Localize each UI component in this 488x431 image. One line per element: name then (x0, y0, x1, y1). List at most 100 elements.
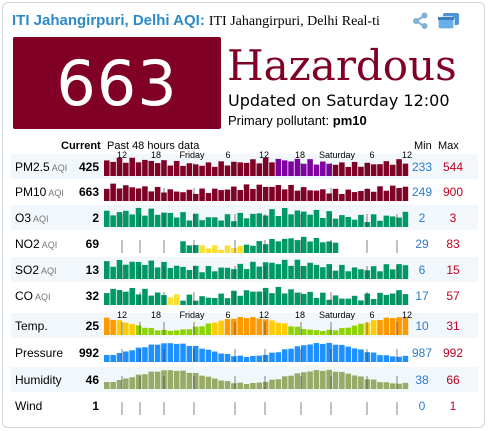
aqi-value-box: 663 (13, 37, 221, 129)
history-bar (389, 293, 396, 305)
row-name: SO2 (15, 263, 40, 277)
history-bar (307, 159, 313, 176)
history-bar (383, 317, 390, 335)
history-bar (148, 191, 155, 201)
history-bar (142, 264, 148, 279)
history-bar (320, 292, 326, 305)
history-bar (243, 357, 250, 362)
history-bar (402, 317, 409, 335)
history-bar (377, 292, 383, 305)
history-bar (148, 328, 155, 335)
history-bar (262, 186, 269, 201)
history-bar (288, 265, 294, 279)
history-bar (326, 264, 332, 279)
time-axis-label: 18 (295, 310, 305, 320)
history-bar (262, 287, 269, 305)
row-name: CO (15, 289, 33, 303)
history-bar (288, 214, 294, 227)
station-subtitle: ITI Jahangirpuri, Delhi Real-ti (208, 14, 380, 29)
history-bar (180, 241, 186, 253)
history-bar (396, 188, 402, 201)
history-bar (104, 355, 110, 362)
row-label: Pressure (15, 346, 63, 360)
history-chart[interactable] (104, 256, 409, 280)
history-bar (142, 215, 148, 227)
history-bar (402, 294, 409, 305)
history-bar (281, 160, 288, 176)
history-bar (294, 346, 301, 362)
history-bar (326, 211, 332, 227)
window-icon[interactable] (437, 12, 460, 31)
history-bar (370, 191, 377, 201)
history-bar (104, 293, 110, 305)
history-bar (370, 164, 377, 176)
row-min-value: 249 (411, 185, 433, 199)
history-chart[interactable] (104, 153, 409, 177)
history-bar (313, 190, 320, 201)
history-bar (402, 265, 409, 279)
history-bar (377, 220, 383, 227)
row-label: O3 AQI (15, 211, 49, 226)
history-bar (167, 330, 174, 335)
history-bar (110, 355, 116, 362)
history-bar (205, 323, 212, 335)
history-bar (351, 192, 358, 201)
history-bar (377, 271, 383, 279)
row-min-value: 10 (415, 319, 429, 333)
history-bar (110, 266, 116, 279)
history-bar (199, 245, 205, 253)
history-bar (370, 352, 377, 362)
history-bar (123, 291, 129, 305)
history-bar (129, 187, 135, 201)
history-bar (275, 264, 282, 279)
time-axis-label: 18 (295, 150, 305, 160)
history-bar (256, 355, 263, 362)
history-chart[interactable] (104, 204, 409, 228)
history-bar (281, 293, 288, 305)
history-bar (250, 159, 256, 176)
time-axis-label: 6 (225, 310, 230, 320)
history-bar (173, 265, 180, 279)
history-bar (250, 245, 256, 253)
history-bar (332, 330, 339, 335)
history-bar (288, 238, 294, 253)
history-chart[interactable] (104, 178, 409, 202)
history-chart[interactable] (104, 366, 409, 390)
history-bar (192, 245, 199, 253)
history-bar (212, 351, 218, 362)
row-name: NO2 (15, 237, 40, 251)
history-chart[interactable] (104, 282, 409, 306)
title-colon: : (199, 12, 205, 29)
row-current-value: 425 (78, 160, 99, 174)
history-bar (275, 185, 282, 201)
history-chart[interactable] (104, 230, 409, 254)
history-chart[interactable] (104, 392, 409, 416)
history-bar (129, 324, 135, 335)
history-bar (358, 376, 364, 389)
history-bar (269, 352, 275, 362)
history-bar (199, 375, 205, 389)
row-max-value: 66 (446, 373, 460, 387)
history-bar (288, 161, 294, 176)
history-bar (104, 317, 110, 335)
history-bar (116, 320, 123, 335)
history-bar (243, 384, 250, 389)
history-chart[interactable] (104, 339, 409, 363)
history-bar (173, 217, 180, 227)
aqi-level-label: Hazardous (227, 41, 457, 90)
history-bar (180, 329, 186, 335)
history-bar (402, 355, 409, 362)
history-bar (199, 188, 205, 201)
history-bar (383, 190, 390, 201)
share-icon[interactable] (412, 11, 429, 30)
station-title-link[interactable]: ITI Jahangirpuri, Delhi AQI (12, 12, 200, 29)
history-bar (180, 212, 186, 227)
history-bar (192, 300, 199, 305)
history-bar (269, 262, 275, 279)
history-bar (123, 264, 129, 279)
history-bar (332, 218, 339, 227)
history-bar (275, 379, 282, 389)
row-max-value: 31 (446, 319, 460, 333)
history-bar (377, 355, 383, 362)
history-chart[interactable] (104, 312, 409, 336)
